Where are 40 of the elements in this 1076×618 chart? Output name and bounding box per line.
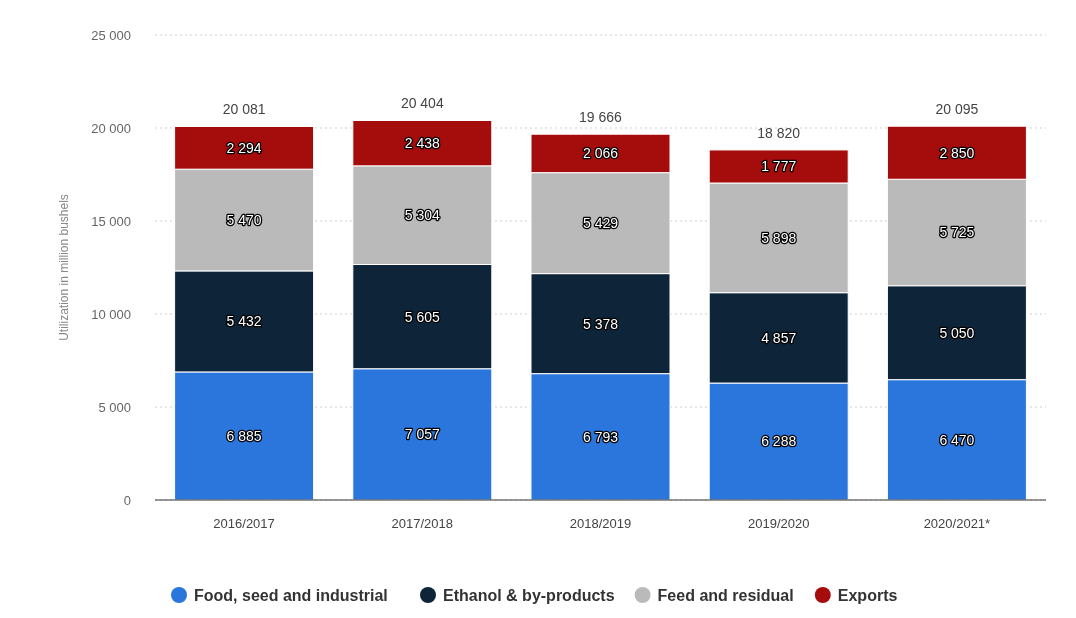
legend-label: Feed and residual bbox=[657, 586, 794, 604]
y-tick-label: 5 000 bbox=[98, 399, 131, 415]
x-tick-label: 2016/2017 bbox=[213, 516, 275, 531]
data-label: 5 432 bbox=[226, 313, 262, 330]
data-label: 5 378 bbox=[582, 315, 619, 332]
y-tick-label: 15 000 bbox=[91, 213, 131, 229]
data-label: 5 470 bbox=[226, 211, 262, 228]
x-tick-label: 2019/2020 bbox=[747, 516, 810, 531]
data-label: 6 470 bbox=[939, 431, 975, 448]
data-label: 2 294 bbox=[226, 139, 262, 156]
data-label: 6 885 bbox=[226, 427, 262, 444]
data-label: 5 050 bbox=[939, 324, 975, 341]
data-label: 2 438 bbox=[404, 135, 441, 152]
total-label: 20 404 bbox=[400, 95, 444, 112]
data-label: 2 850 bbox=[939, 144, 975, 161]
data-label: 5 898 bbox=[761, 229, 797, 246]
total-label: 20 081 bbox=[222, 101, 266, 118]
data-label: 6 793 bbox=[582, 428, 619, 445]
y-tick-label: 0 bbox=[123, 492, 131, 508]
data-label: 5 304 bbox=[404, 207, 441, 224]
y-tick-label: 20 000 bbox=[91, 120, 131, 136]
total-label: 19 666 bbox=[579, 109, 623, 126]
legend-label: Ethanol & by-products bbox=[443, 586, 615, 604]
data-label: 2 066 bbox=[582, 145, 619, 162]
legend-label: Food, seed and industrial bbox=[194, 586, 388, 604]
y-tick-label: 10 000 bbox=[91, 306, 131, 322]
x-tick-label: 2017/2018 bbox=[391, 516, 454, 531]
x-tick-label: 2020/2021* bbox=[923, 516, 991, 531]
total-label: 20 095 bbox=[935, 101, 979, 118]
data-label: 5 725 bbox=[939, 224, 975, 241]
data-label: 7 057 bbox=[404, 426, 441, 443]
data-label: 5 605 bbox=[404, 308, 441, 325]
x-tick-label: 2018/2019 bbox=[569, 516, 632, 531]
y-axis-title: Utilization in million bushels bbox=[57, 194, 71, 341]
total-label: 18 820 bbox=[757, 124, 801, 141]
y-tick-label: 25 000 bbox=[91, 27, 131, 43]
legend-label: Exports bbox=[837, 586, 898, 604]
data-label: 4 857 bbox=[761, 329, 797, 346]
data-label: 6 288 bbox=[761, 433, 797, 450]
data-label: 1 777 bbox=[761, 158, 797, 175]
